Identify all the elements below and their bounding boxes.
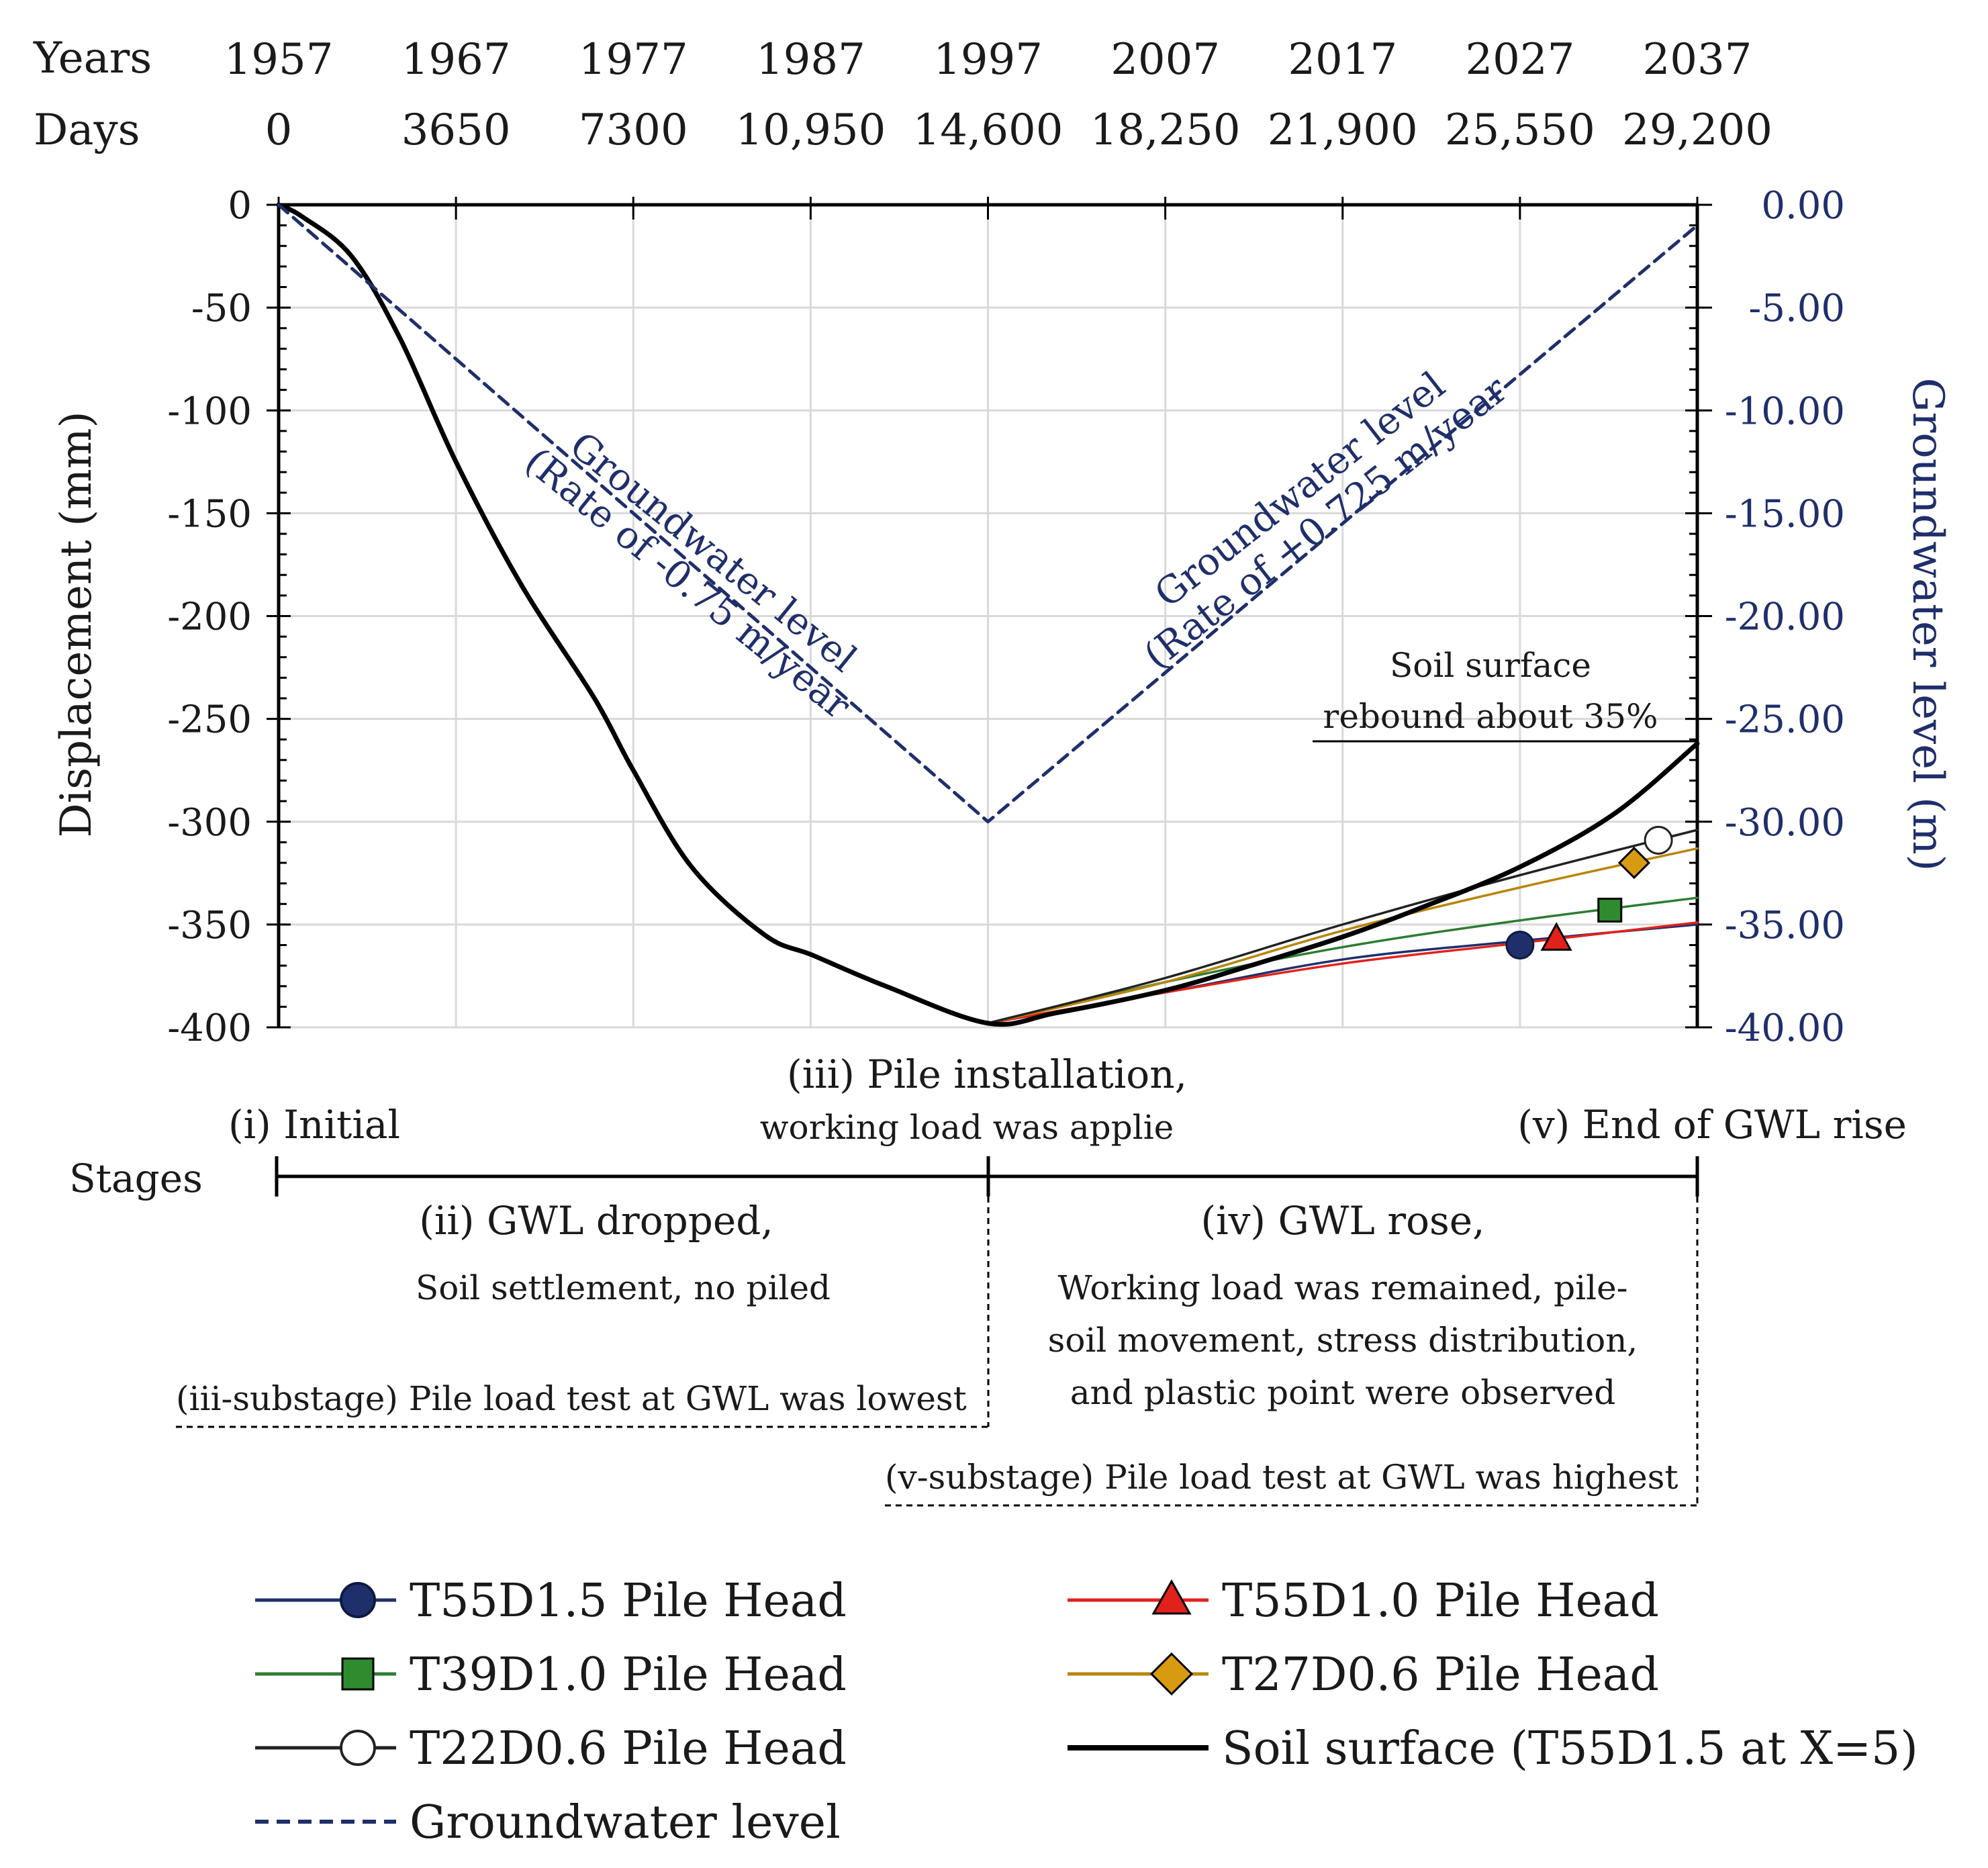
legend-item-t39d10: T39D1.0 Pile Head [255,1648,847,1701]
left-tick-label: -400 [167,1007,252,1050]
day-label: 18,250 [1090,105,1241,155]
day-label: 0 [265,105,293,155]
legend-marker-circle [340,1582,376,1618]
year-label: 1987 [756,35,865,85]
day-label: 3650 [401,105,511,155]
stage-iv-line-1: Working load was remained, pile- [1057,1268,1627,1307]
series-marker-4 [1644,825,1673,855]
series-line-5 [276,202,1700,1027]
legend-marker-triangle [1151,1579,1192,1615]
day-label: 10,950 [735,105,886,155]
legend-item-t22d06: T22D0.6 Pile Head [255,1722,847,1775]
series-marker-3 [1617,846,1651,880]
right-tick-label: -15.00 [1725,492,1845,536]
legend-item-t55d10: T55D1.0 Pile Head [1068,1575,1659,1628]
right-tick-label: -40.00 [1725,1007,1845,1050]
legend-item-gwl: Groundwater level [255,1796,841,1849]
left-tick-label: -250 [167,698,252,742]
right-tick-labels: 0.00 -5.00 -10.00 -15.00 -20.00 -25.00 -30.00 -… [1725,184,1845,1050]
year-label: 2037 [1643,35,1752,85]
legend-item-t27d06: T27D0.6 Pile Head [1068,1648,1659,1701]
right-tick-label: -10.00 [1725,389,1845,433]
right-tick-label: -25.00 [1725,698,1845,742]
rebound-label-2: rebound about 35% [1323,697,1658,736]
legend-marker-open-circle [340,1730,376,1766]
stage-v-label: (v) End of GWL rise [1517,1102,1907,1148]
stage-i-label: (i) Initial [228,1102,400,1148]
day-label: 14,600 [913,105,1063,155]
years-row: 1957 1967 1977 1987 1997 2007 2017 2027 2037 [224,35,1752,85]
year-label: 1977 [579,35,688,85]
year-label: 2017 [1288,35,1397,85]
year-label: 1957 [224,35,334,85]
stage-iv-line-3: and plastic point were observed [1070,1373,1616,1412]
legend-marker-diamond [1149,1652,1194,1696]
stage-iii-title: (iii) Pile installation, [787,1052,1187,1097]
axes [267,197,1712,1029]
legend-label-t39d10: T39D1.0 Pile Head [410,1648,847,1701]
left-tick-label: -350 [167,904,252,947]
stage-ii-sub: Soil settlement, no piled [416,1268,831,1307]
stage-v-substage: (v-substage) Pile load test at GWL was h… [885,1458,1678,1497]
series-line-4 [986,829,1699,1025]
year-label: 1967 [401,35,511,85]
series-line-3 [986,847,1699,1025]
series-marker-2 [1597,897,1623,923]
stages-label: Stages [69,1156,203,1201]
legend: T55D1.5 Pile Head T55D1.0 Pile Head T39D… [255,1575,1918,1849]
right-tick-label: -35.00 [1725,904,1845,947]
legend-label-t27d06: T27D0.6 Pile Head [1222,1648,1659,1701]
legend-label-t55d10: T55D1.0 Pile Head [1222,1575,1659,1628]
y-axis-title-right: Groundwater level (m) [1903,378,1952,872]
right-tick-label: -5.00 [1748,287,1845,330]
left-tick-label: -200 [167,596,252,639]
year-label: 2027 [1465,35,1574,85]
stage-iv-title: (iv) GWL rose, [1200,1198,1484,1244]
day-label: 29,200 [1622,105,1772,155]
year-label: 2007 [1110,35,1220,85]
left-tick-label: -50 [191,287,252,330]
right-tick-label: -30.00 [1725,801,1845,845]
legend-marker-square [341,1657,375,1691]
stage-iii-substage: (iii-substage) Pile load test at GWL was… [176,1379,967,1418]
days-row: 0 3650 7300 10,950 14,600 18,250 21,900 25,550 2… [265,105,1772,155]
right-tick-label: 0.00 [1761,184,1845,228]
day-label: 21,900 [1268,105,1418,155]
left-tick-label: 0 [228,184,252,228]
year-label: 1997 [933,35,1043,85]
legend-item-t55d15: T55D1.5 Pile Head [255,1575,847,1628]
series-line-6 [277,203,1699,824]
days-header-label: Days [34,105,140,155]
stage-iv-line-2: soil movement, stress distribution, [1048,1321,1638,1360]
legend-label-gwl: Groundwater level [410,1796,841,1849]
day-label: 7300 [579,105,688,155]
left-tick-label: -300 [167,801,252,845]
legend-item-soil: Soil surface (T55D1.5 at X=5) [1068,1722,1918,1775]
left-tick-label: -150 [167,492,252,536]
y-axis-title-left: Displacement (mm) [52,411,101,837]
series-marker-0 [1505,931,1535,960]
rebound-label-1: Soil surface [1390,646,1591,685]
series-marker-1 [1540,922,1572,951]
series-markers [1505,825,1673,960]
years-header-label: Years [33,34,152,83]
left-tick-label: -100 [167,389,252,433]
left-tick-labels: 0 -50 -100 -150 -200 -250 -300 -350 -400 [167,184,252,1050]
stage-iii-sub: working load was applie [760,1108,1174,1147]
legend-label-soil: Soil surface (T55D1.5 at X=5) [1222,1722,1918,1775]
day-label: 25,550 [1445,105,1595,155]
legend-label-t55d15: T55D1.5 Pile Head [410,1575,847,1628]
legend-label-t22d06: T22D0.6 Pile Head [410,1722,847,1775]
series-lines [276,202,1700,1027]
stage-ii-title: (ii) GWL dropped, [419,1198,773,1244]
right-tick-label: -20.00 [1725,596,1845,639]
